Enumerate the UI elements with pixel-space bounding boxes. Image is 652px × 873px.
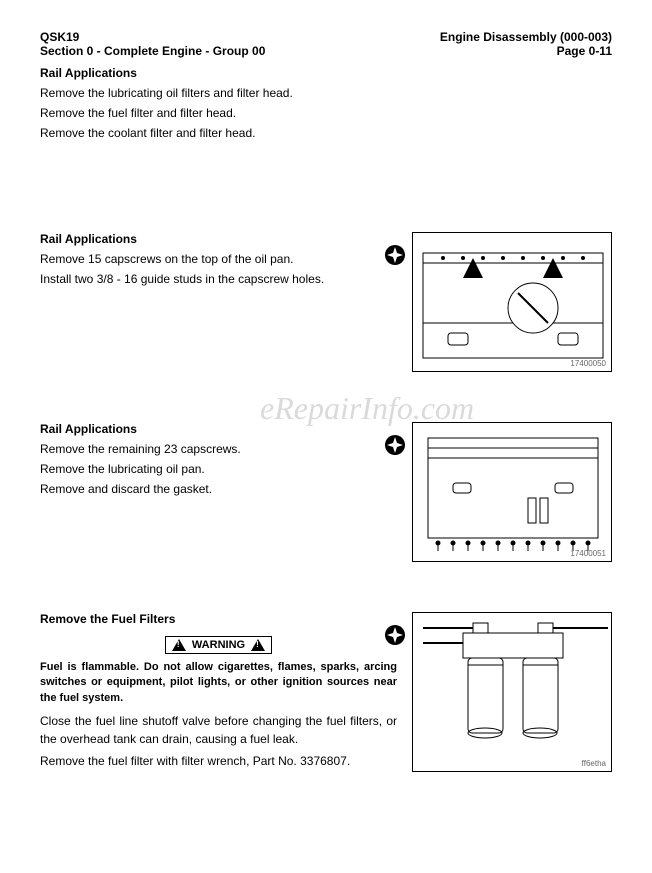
- figure-oil-pan-side: 17400051: [412, 422, 612, 562]
- figure-label: ff6etha: [582, 759, 606, 768]
- instruction-block-4: Remove the Fuel Filters WARNING Fuel is …: [40, 612, 612, 772]
- pointer-icon: [383, 433, 407, 457]
- warning-triangle-icon: [251, 639, 265, 651]
- figure-svg: [413, 613, 613, 773]
- warning-box: WARNING: [165, 636, 272, 654]
- block2-title: Rail Applications: [40, 232, 397, 246]
- figure-oil-pan-top: 17400050: [412, 232, 612, 372]
- block2-line: Install two 3/8 - 16 guide studs in the …: [40, 270, 397, 288]
- doc-model: QSK19: [40, 30, 265, 44]
- block3-line: Remove the lubricating oil pan.: [40, 460, 397, 478]
- block4-line: Remove the fuel filter with filter wrenc…: [40, 752, 397, 770]
- block1-line: Remove the coolant filter and filter hea…: [40, 124, 612, 142]
- figure-fuel-filters: ff6etha: [412, 612, 612, 772]
- block3-line: Remove and discard the gasket.: [40, 480, 397, 498]
- instruction-block-2: Rail Applications Remove 15 capscrews on…: [40, 232, 612, 372]
- warning-triangle-icon: [172, 639, 186, 651]
- instruction-block-1: Rail Applications Remove the lubricating…: [40, 66, 612, 142]
- warning-label: WARNING: [192, 639, 245, 651]
- block3-title: Rail Applications: [40, 422, 397, 436]
- block1-line: Remove the lubricating oil filters and f…: [40, 84, 612, 102]
- block3-line: Remove the remaining 23 capscrews.: [40, 440, 397, 458]
- figure-svg: [413, 233, 613, 373]
- warning-text: Fuel is flammable. Do not allow cigarett…: [40, 660, 397, 706]
- figure-svg: [413, 423, 613, 563]
- instruction-block-3: Rail Applications Remove the remaining 2…: [40, 422, 612, 562]
- page-header: QSK19 Section 0 - Complete Engine - Grou…: [40, 30, 612, 58]
- figure-label: 17400050: [570, 359, 606, 368]
- block1-title: Rail Applications: [40, 66, 612, 80]
- header-right: Engine Disassembly (000-003) Page 0-11: [440, 30, 612, 58]
- header-left: QSK19 Section 0 - Complete Engine - Grou…: [40, 30, 265, 58]
- block4-line: Close the fuel line shutoff valve before…: [40, 712, 397, 748]
- doc-section: Section 0 - Complete Engine - Group 00: [40, 44, 265, 58]
- doc-topic: Engine Disassembly (000-003): [440, 30, 612, 44]
- block2-line: Remove 15 capscrews on the top of the oi…: [40, 250, 397, 268]
- figure-label: 17400051: [570, 549, 606, 558]
- doc-page: Page 0-11: [440, 44, 612, 58]
- block4-title: Remove the Fuel Filters: [40, 612, 397, 626]
- block1-line: Remove the fuel filter and filter head.: [40, 104, 612, 122]
- pointer-icon: [383, 243, 407, 267]
- pointer-icon: [383, 623, 407, 647]
